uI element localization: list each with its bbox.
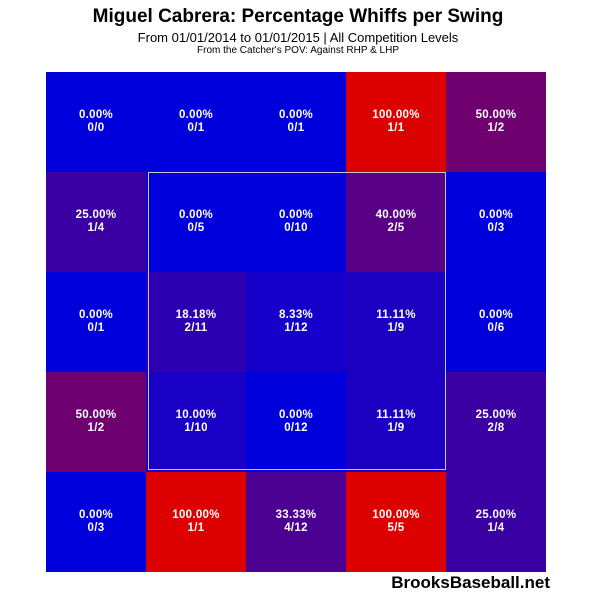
- cell-fraction: 4/12: [284, 522, 308, 534]
- heatmap-cell: 18.18% 2/11: [146, 272, 246, 372]
- chart-note: From the Catcher's POV: Against RHP & LH…: [197, 45, 399, 56]
- cell-percentage: 0.00%: [278, 109, 314, 121]
- heatmap-cell: 40.00% 2/5: [346, 172, 446, 272]
- cell-fraction: 1/1: [187, 522, 205, 534]
- cell-fraction: 2/5: [387, 222, 405, 234]
- cell-fraction: 0/12: [284, 422, 308, 434]
- chart-subtitle: From 01/01/2014 to 01/01/2015 | All Comp…: [137, 30, 459, 45]
- cell-fraction: 0/6: [487, 322, 505, 334]
- heatmap-cell: 0.00% 0/10: [246, 172, 346, 272]
- cell-percentage: 18.18%: [175, 309, 217, 321]
- cell-percentage: 100.00%: [372, 509, 420, 521]
- brand-watermark: BrooksBaseball.net: [391, 573, 550, 592]
- cell-fraction: 0/10: [284, 222, 308, 234]
- cell-percentage: 33.33%: [275, 509, 317, 521]
- cell-fraction: 1/2: [487, 122, 505, 134]
- cell-fraction: 1/9: [387, 422, 405, 434]
- cell-percentage: 25.00%: [75, 209, 117, 221]
- heatmap-cell: 0.00% 0/1: [46, 272, 146, 372]
- cell-fraction: 1/4: [87, 222, 105, 234]
- heatmap-cell: 11.11% 1/9: [346, 372, 446, 472]
- cell-fraction: 1/4: [487, 522, 505, 534]
- cell-percentage: 0.00%: [178, 209, 214, 221]
- heatmap-cell: 8.33% 1/12: [246, 272, 346, 372]
- cell-percentage: 0.00%: [478, 209, 514, 221]
- heatmap-cell: 50.00% 1/2: [46, 372, 146, 472]
- cell-percentage: 10.00%: [175, 409, 217, 421]
- cell-fraction: 5/5: [387, 522, 405, 534]
- heatmap-cell: 0.00% 0/5: [146, 172, 246, 272]
- heatmap-cell: 0.00% 0/6: [446, 272, 546, 372]
- cell-percentage: 50.00%: [75, 409, 117, 421]
- cell-percentage: 50.00%: [475, 109, 517, 121]
- cell-fraction: 1/9: [387, 322, 405, 334]
- heatmap-cell: 0.00% 0/3: [46, 472, 146, 572]
- heatmap-cell: 100.00% 1/1: [346, 72, 446, 172]
- cell-fraction: 0/1: [287, 122, 305, 134]
- heatmap-cell: 0.00% 0/1: [246, 72, 346, 172]
- cell-percentage: 100.00%: [172, 509, 220, 521]
- cell-percentage: 11.11%: [376, 309, 416, 321]
- heatmap-cell: 11.11% 1/9: [346, 272, 446, 372]
- cell-fraction: 1/2: [87, 422, 105, 434]
- heatmap-cell: 0.00% 0/1: [146, 72, 246, 172]
- heatmap-cell: 10.00% 1/10: [146, 372, 246, 472]
- cell-percentage: 25.00%: [475, 409, 517, 421]
- cell-fraction: 0/3: [487, 222, 505, 234]
- heatmap-cell: 33.33% 4/12: [246, 472, 346, 572]
- heatmap-cell: 0.00% 0/3: [446, 172, 546, 272]
- heatmap-cell: 50.00% 1/2: [446, 72, 546, 172]
- cell-percentage: 40.00%: [375, 209, 417, 221]
- heatmap-cell: 0.00% 0/0: [46, 72, 146, 172]
- cell-fraction: 0/0: [87, 122, 105, 134]
- cell-percentage: 0.00%: [478, 309, 514, 321]
- heatmap-cell: 100.00% 1/1: [146, 472, 246, 572]
- cell-percentage: 0.00%: [178, 109, 214, 121]
- cell-percentage: 0.00%: [78, 109, 114, 121]
- heatmap-cell: 25.00% 2/8: [446, 372, 546, 472]
- cell-fraction: 0/5: [187, 222, 205, 234]
- heatmap-grid: 0.00% 0/0 0.00% 0/1 0.00% 0/1 100.00% 1/1 50.00%…: [46, 72, 546, 572]
- cell-percentage: 0.00%: [278, 409, 314, 421]
- cell-fraction: 2/8: [487, 422, 505, 434]
- chart-title: Miguel Cabrera: Percentage Whiffs per Sw…: [92, 6, 504, 27]
- heatmap-cell: 100.00% 5/5: [346, 472, 446, 572]
- cell-percentage: 0.00%: [278, 209, 314, 221]
- heatmap-cell: 25.00% 1/4: [46, 172, 146, 272]
- cell-fraction: 0/1: [87, 322, 105, 334]
- heatmap-cell: 0.00% 0/12: [246, 372, 346, 472]
- cell-percentage: 11.11%: [376, 409, 416, 421]
- cell-percentage: 25.00%: [475, 509, 517, 521]
- cell-percentage: 0.00%: [78, 309, 114, 321]
- cell-percentage: 100.00%: [372, 109, 420, 121]
- cell-fraction: 1/12: [284, 322, 308, 334]
- heatmap-cell: 25.00% 1/4: [446, 472, 546, 572]
- cell-fraction: 0/3: [87, 522, 105, 534]
- cell-fraction: 0/1: [187, 122, 205, 134]
- cell-percentage: 0.00%: [78, 509, 114, 521]
- cell-percentage: 8.33%: [278, 309, 314, 321]
- cell-fraction: 1/1: [387, 122, 405, 134]
- cell-fraction: 1/10: [184, 422, 208, 434]
- cell-fraction: 2/11: [184, 322, 208, 334]
